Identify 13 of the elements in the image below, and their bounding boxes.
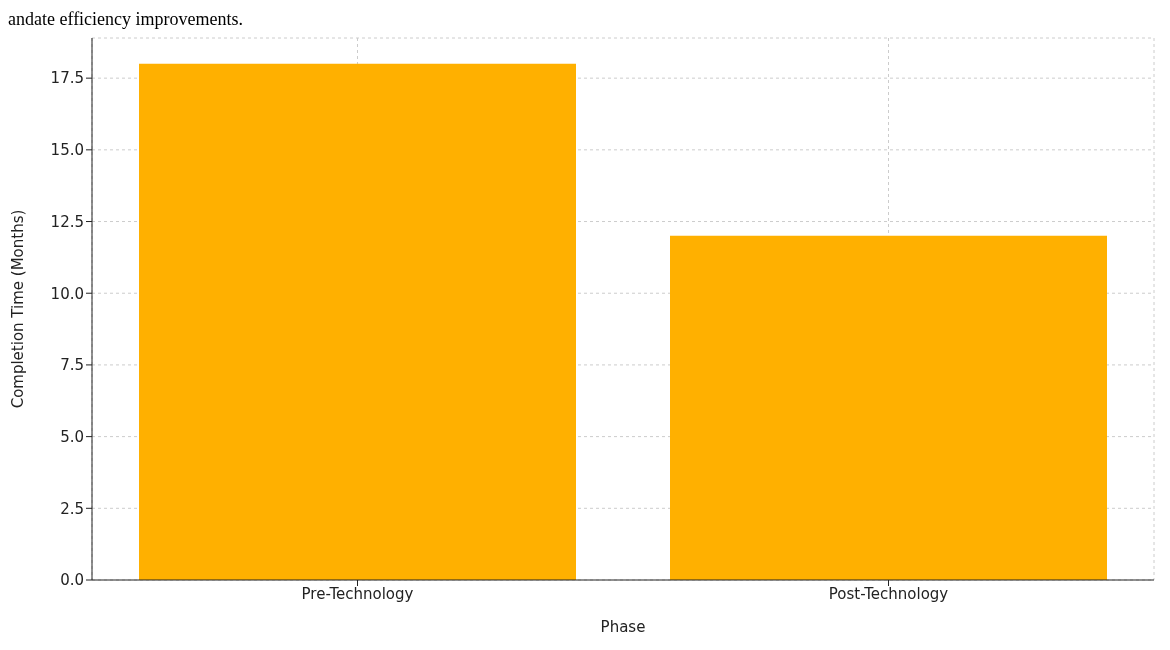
y-tick-label: 17.5 bbox=[50, 69, 84, 88]
y-tick-label: 7.5 bbox=[60, 356, 84, 375]
y-tick-label: 0.0 bbox=[60, 571, 84, 590]
y-tick-label: 5.0 bbox=[60, 427, 84, 446]
x-axis-title: Phase bbox=[600, 618, 646, 636]
y-tick-label: 12.5 bbox=[50, 212, 84, 231]
y-tick-label: 2.5 bbox=[60, 499, 84, 518]
y-tick-label: 10.0 bbox=[50, 284, 84, 303]
x-tick-label: Pre-Technology bbox=[301, 584, 414, 603]
text: andate efficiency improvements. bbox=[8, 8, 245, 30]
y-tick-label: 15.0 bbox=[50, 141, 84, 160]
x-tick-label: Post-Technology bbox=[828, 584, 949, 603]
y-axis-title: Completion Time (Months) bbox=[9, 209, 28, 409]
